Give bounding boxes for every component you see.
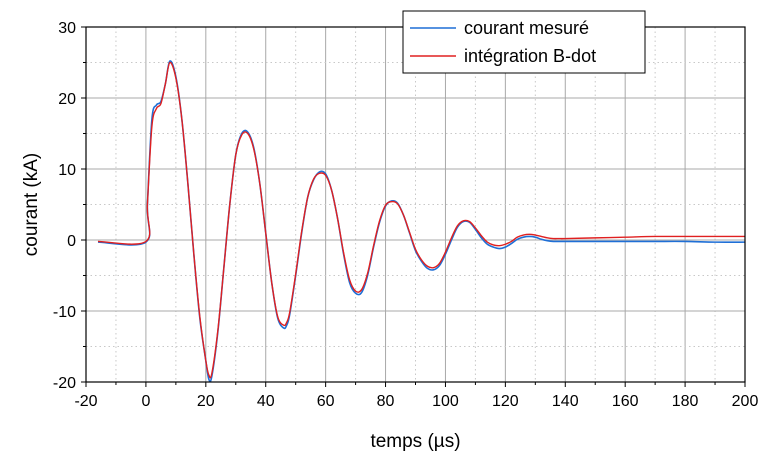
x-axis-title: temps (µs) (370, 431, 460, 452)
y-axis-title: courant (kA) (21, 153, 42, 256)
x-tick-label: 40 (257, 393, 275, 410)
series-line-0 (97, 60, 746, 383)
x-tick-label: 120 (492, 393, 519, 410)
y-tick-label: 0 (67, 233, 76, 250)
x-tick-label: 20 (197, 393, 215, 410)
x-tick-label: 60 (317, 393, 335, 410)
x-tick-label: 180 (672, 393, 699, 410)
legend-box (402, 10, 646, 74)
x-tick-label: 0 (141, 393, 150, 410)
x-tick-label: -20 (74, 393, 97, 410)
x-tick-label: 200 (732, 393, 759, 410)
y-tick-label: -10 (53, 304, 76, 321)
y-tick-label: 10 (58, 162, 76, 179)
tick-labels: -20 0 20 40 60 80 100 120 140 160 180 200 -20 -10 0 10 2… (53, 20, 759, 410)
x-tick-label: 100 (432, 393, 459, 410)
y-tick-label: -20 (53, 375, 76, 392)
legend-label-courant-mesure: courant mesuré (464, 18, 589, 38)
x-tick-label: 140 (552, 393, 579, 410)
grid-lines (85, 26, 746, 383)
y-tick-label: 20 (58, 91, 76, 108)
axis-ticks (81, 26, 746, 387)
legend-label-integration-bdot: intégration B-dot (464, 46, 596, 66)
series-line-1 (97, 61, 745, 379)
y-tick-label: 30 (58, 20, 76, 37)
x-tick-label: 160 (612, 393, 639, 410)
series-layer (97, 60, 746, 383)
x-tick-label: 80 (377, 393, 395, 410)
legend: courant mesuré intégration B-dot (402, 10, 646, 74)
